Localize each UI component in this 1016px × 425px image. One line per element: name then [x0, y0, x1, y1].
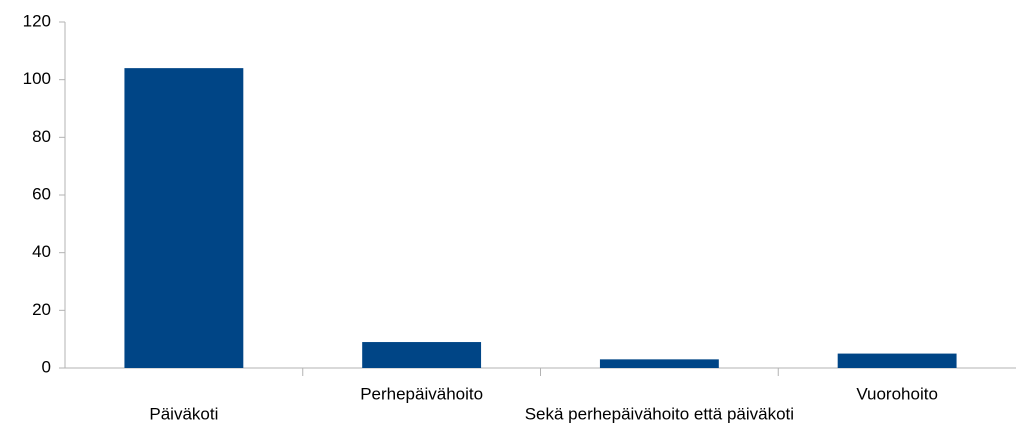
y-tick-label: 20 — [32, 300, 51, 319]
y-tick-label: 60 — [32, 184, 51, 203]
x-tick-label: Päiväkoti — [149, 404, 218, 423]
y-tick-label: 80 — [32, 127, 51, 146]
bar — [837, 353, 957, 368]
x-tick-label: Sekä perhepäivähoito että päiväkoti — [525, 404, 794, 423]
x-tick-label: Perhepäivähoito — [360, 384, 483, 403]
y-tick-label: 100 — [23, 69, 51, 88]
y-tick-label: 0 — [42, 357, 51, 376]
y-tick-label: 40 — [32, 242, 51, 261]
bar — [124, 68, 244, 368]
x-tick-label: Vuorohoito — [856, 384, 938, 403]
bar — [362, 342, 482, 368]
bar — [599, 359, 719, 368]
y-tick-label: 120 — [23, 11, 51, 30]
